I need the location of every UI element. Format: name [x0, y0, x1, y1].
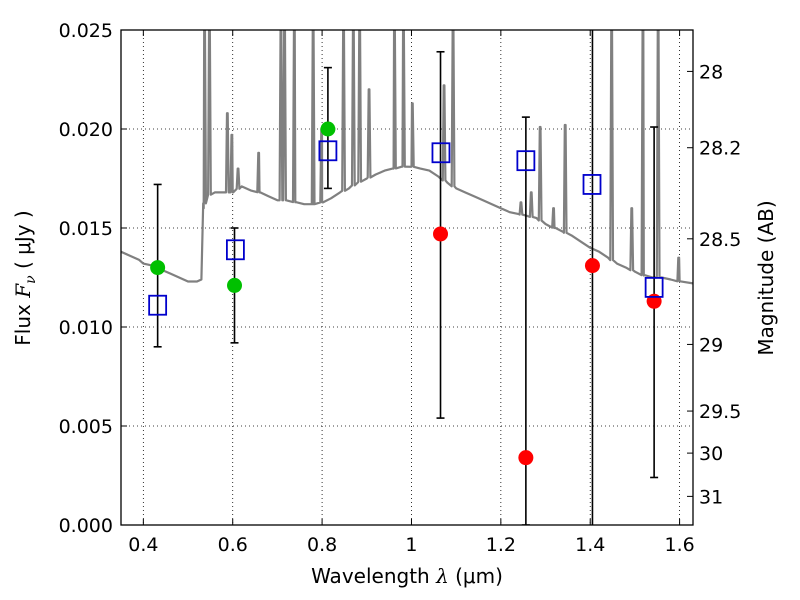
red-data-point — [518, 450, 534, 466]
y2-tick-label: 28.2 — [699, 138, 741, 160]
y-tick-label: 0.010 — [59, 317, 113, 339]
green-data-point — [150, 260, 166, 276]
y-tick-label: 0.015 — [59, 218, 113, 240]
y2-axis-label: Magnitude (AB) — [754, 200, 778, 355]
x-tick-label: 1.6 — [664, 534, 694, 556]
y2-tick-label: 30 — [699, 443, 723, 465]
model-photometry-square — [431, 142, 451, 164]
model-photometry-square — [148, 294, 168, 316]
x-tick-label: 0.6 — [218, 534, 248, 556]
template-spectrum-layer — [121, 30, 693, 285]
data-points-layer — [148, 30, 664, 525]
y2-tick-label: 29.5 — [699, 401, 741, 423]
x-tick-label: 1.4 — [575, 534, 605, 556]
green-data-point — [227, 277, 243, 293]
green-data-point — [320, 121, 336, 137]
model-photometry-square — [318, 140, 338, 162]
template-spectrum-line — [121, 30, 693, 285]
y2-tick-label: 29 — [699, 334, 723, 356]
x-tick-label: 0.4 — [128, 534, 158, 556]
x-tick-label: 1.2 — [486, 534, 516, 556]
x-tick-label: 1 — [405, 534, 417, 556]
grid-layer — [121, 30, 693, 525]
y-tick-label: 0.020 — [59, 119, 113, 141]
y2-tick-label: 28 — [699, 61, 723, 83]
ticks-layer: 0.4 0.6 0.8 1 1.2 1.4 1.6 0.000 0.005 0.010 0.015 0… — [59, 20, 742, 556]
model-photometry-square — [644, 276, 664, 298]
y-axis-label: Flux Fν ( μJy ) — [11, 210, 39, 345]
x-tick-label: 0.8 — [307, 534, 337, 556]
plot-frame — [120, 29, 694, 526]
model-photometry-square — [225, 239, 245, 261]
model-photometry-square — [516, 150, 536, 172]
y-tick-label: 0.025 — [59, 20, 113, 42]
model-photometry-square — [582, 174, 602, 195]
y-tick-label: 0.005 — [59, 416, 113, 438]
red-data-point — [584, 258, 600, 274]
y2-tick-label: 28.5 — [699, 229, 741, 251]
y-tick-label: 0.000 — [59, 515, 113, 537]
y2-tick-label: 31 — [699, 486, 723, 508]
x-axis-label: Wavelength λ (μm) — [311, 564, 503, 588]
red-data-point — [433, 226, 449, 242]
